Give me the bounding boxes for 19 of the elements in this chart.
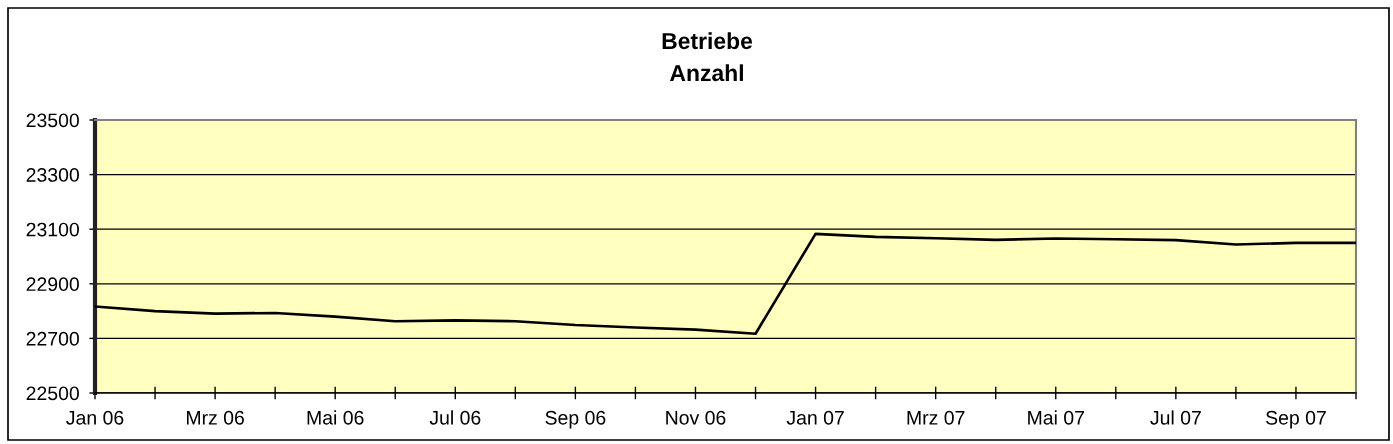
x-tick-label: Mrz 06 bbox=[186, 410, 244, 425]
y-tick-label: 22500 bbox=[26, 386, 79, 401]
chart-subtitle: Anzahl bbox=[670, 64, 743, 82]
chart-title: Betriebe bbox=[662, 32, 753, 50]
y-tick-label: 22700 bbox=[26, 331, 79, 346]
x-tick-label: Mai 06 bbox=[307, 410, 364, 425]
x-tick-label: Mrz 07 bbox=[907, 410, 965, 425]
x-tick-label: Jan 06 bbox=[66, 410, 124, 425]
y-tick-label: 22900 bbox=[26, 277, 79, 292]
y-tick-label: 23300 bbox=[26, 168, 79, 182]
x-tick-label: Jul 07 bbox=[1150, 410, 1201, 425]
x-tick-label: Sep 06 bbox=[545, 410, 606, 429]
x-tick-label: Jul 06 bbox=[429, 410, 481, 425]
x-tick-label: Nov 06 bbox=[666, 410, 726, 425]
x-tick-label: Sep 07 bbox=[1266, 410, 1326, 429]
x-tick-label: Jan 07 bbox=[786, 410, 844, 425]
y-tick-label: 23100 bbox=[26, 222, 79, 237]
x-tick-label: Mai 07 bbox=[1028, 410, 1084, 425]
y-tick-label: 23500 bbox=[26, 113, 79, 128]
